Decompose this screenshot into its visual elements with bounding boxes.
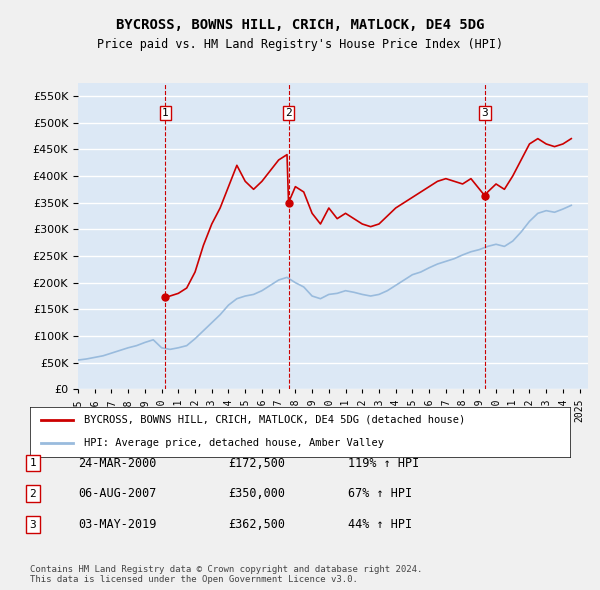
Text: 2: 2 (285, 108, 292, 118)
Text: Price paid vs. HM Land Registry's House Price Index (HPI): Price paid vs. HM Land Registry's House … (97, 38, 503, 51)
Text: £350,000: £350,000 (228, 487, 285, 500)
Text: £172,500: £172,500 (228, 457, 285, 470)
Text: 2: 2 (29, 489, 37, 499)
Text: 44% ↑ HPI: 44% ↑ HPI (348, 518, 412, 531)
Text: 03-MAY-2019: 03-MAY-2019 (78, 518, 157, 531)
Text: Contains HM Land Registry data © Crown copyright and database right 2024.
This d: Contains HM Land Registry data © Crown c… (30, 565, 422, 584)
Text: 3: 3 (482, 108, 488, 118)
Text: £362,500: £362,500 (228, 518, 285, 531)
Text: BYCROSS, BOWNS HILL, CRICH, MATLOCK, DE4 5DG (detached house): BYCROSS, BOWNS HILL, CRICH, MATLOCK, DE4… (84, 415, 465, 425)
Text: HPI: Average price, detached house, Amber Valley: HPI: Average price, detached house, Ambe… (84, 438, 384, 448)
Text: 119% ↑ HPI: 119% ↑ HPI (348, 457, 419, 470)
Text: 1: 1 (29, 458, 37, 468)
Text: 06-AUG-2007: 06-AUG-2007 (78, 487, 157, 500)
Text: 67% ↑ HPI: 67% ↑ HPI (348, 487, 412, 500)
Text: 24-MAR-2000: 24-MAR-2000 (78, 457, 157, 470)
Text: 1: 1 (162, 108, 169, 118)
Text: BYCROSS, BOWNS HILL, CRICH, MATLOCK, DE4 5DG: BYCROSS, BOWNS HILL, CRICH, MATLOCK, DE4… (116, 18, 484, 32)
Text: 3: 3 (29, 520, 37, 529)
